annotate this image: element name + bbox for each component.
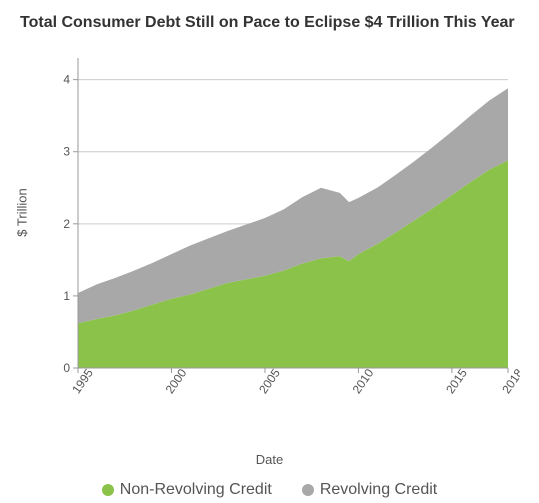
svg-text:2000: 2000	[163, 366, 190, 396]
svg-text:1995: 1995	[69, 366, 96, 396]
svg-text:4: 4	[63, 73, 70, 87]
legend-swatch-revolving	[302, 484, 314, 496]
legend-swatch-nonrevolving	[102, 484, 114, 496]
svg-text:1: 1	[63, 289, 70, 303]
svg-text:2015: 2015	[443, 366, 470, 396]
svg-text:2005: 2005	[256, 366, 283, 396]
plot-area: $ Trillion 01234199520002005201020152018	[20, 50, 519, 410]
y-axis-label: $ Trillion	[15, 188, 30, 236]
legend: Non-Revolving Credit Revolving Credit	[20, 481, 519, 499]
svg-text:2010: 2010	[350, 366, 377, 396]
legend-label-revolving: Revolving Credit	[320, 481, 437, 499]
svg-text:3: 3	[63, 145, 70, 159]
legend-item-revolving: Revolving Credit	[302, 481, 437, 499]
svg-text:2: 2	[63, 217, 70, 231]
x-axis-label: Date	[20, 452, 519, 467]
legend-item-nonrevolving: Non-Revolving Credit	[102, 481, 272, 499]
chart-svg: 0 1 2 3 4 1995 2000 2005 2010 2015 2018	[20, 50, 520, 410]
chart-container: Total Consumer Debt Still on Pace to Ecl…	[0, 0, 539, 503]
svg-text:2018: 2018	[499, 366, 520, 396]
chart-title: Total Consumer Debt Still on Pace to Ecl…	[20, 14, 519, 32]
legend-label-nonrevolving: Non-Revolving Credit	[120, 481, 272, 499]
svg-text:0: 0	[63, 361, 70, 375]
